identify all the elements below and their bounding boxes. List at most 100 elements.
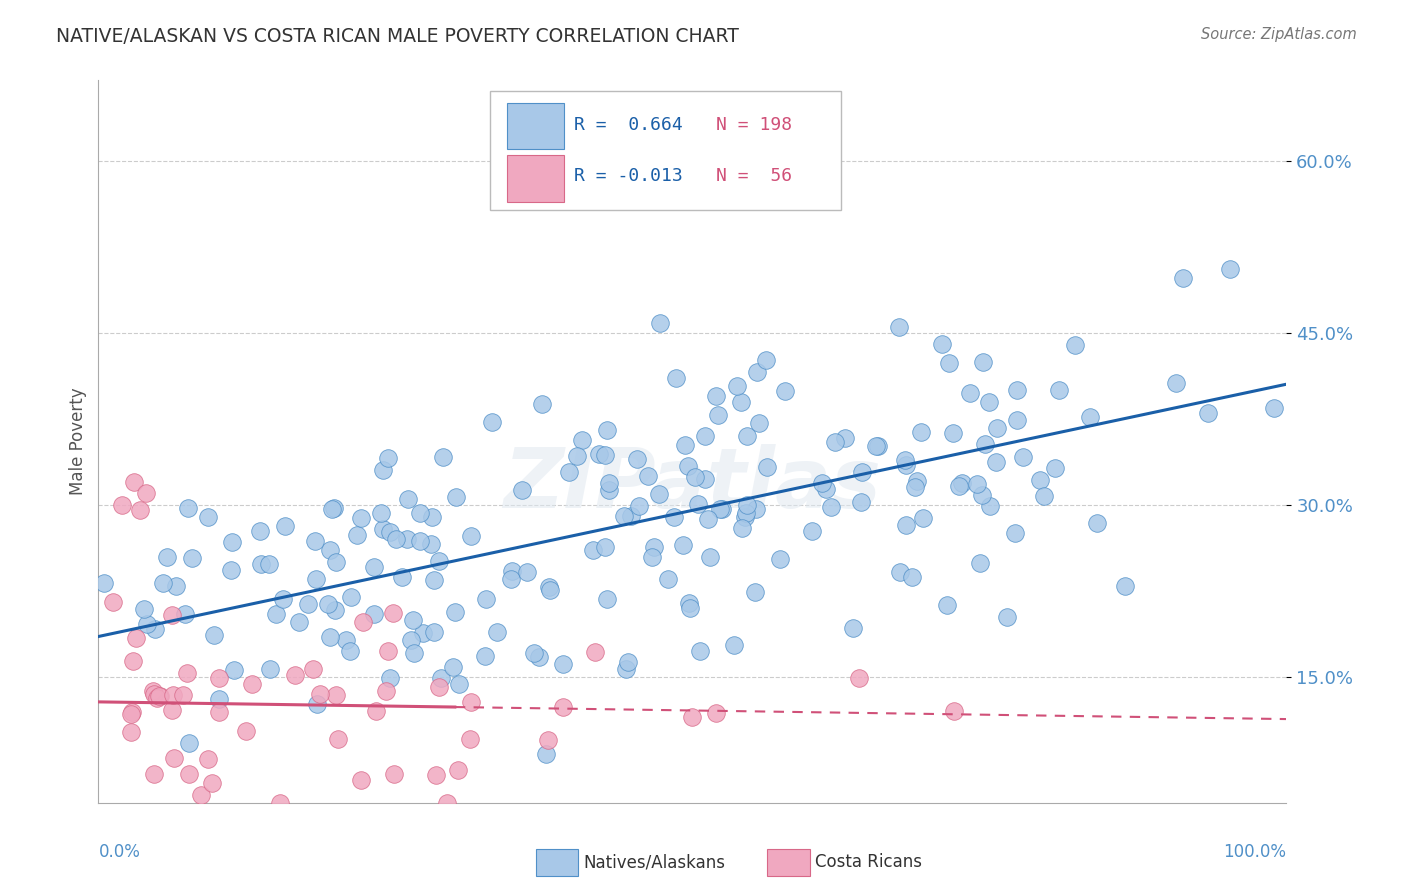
Point <box>834 431 856 445</box>
Point <box>755 460 778 475</box>
Point <box>412 626 434 640</box>
Point <box>523 646 546 660</box>
FancyBboxPatch shape <box>508 103 564 149</box>
Point <box>364 704 387 718</box>
Point <box>325 555 347 569</box>
Point <box>973 437 995 451</box>
Point <box>910 425 932 439</box>
Point <box>447 763 470 777</box>
Point <box>319 542 342 557</box>
Point <box>558 466 581 480</box>
Point <box>811 475 834 490</box>
Text: 0.0%: 0.0% <box>98 843 141 861</box>
Point <box>142 683 165 698</box>
Point <box>402 646 425 660</box>
Point <box>693 429 716 443</box>
Point <box>1047 383 1070 397</box>
Point <box>142 766 165 780</box>
Point <box>1164 376 1187 390</box>
Point <box>132 601 155 615</box>
Point <box>801 524 824 538</box>
Point <box>152 575 174 590</box>
Point <box>120 725 142 739</box>
Point <box>420 510 443 524</box>
FancyBboxPatch shape <box>508 155 564 202</box>
Point <box>959 385 981 400</box>
Point <box>143 622 166 636</box>
Point <box>613 509 636 524</box>
Point <box>942 425 965 440</box>
Point <box>745 365 768 379</box>
Point <box>382 766 405 780</box>
Point <box>769 551 792 566</box>
Point <box>894 518 917 533</box>
Point <box>676 458 699 473</box>
Point <box>373 462 395 476</box>
Point <box>593 540 616 554</box>
Point <box>460 695 482 709</box>
Point <box>135 486 157 500</box>
Point <box>120 706 142 721</box>
Point <box>678 597 700 611</box>
Point <box>208 671 231 685</box>
Point <box>197 752 219 766</box>
Point <box>744 584 766 599</box>
Point <box>370 506 392 520</box>
Point <box>380 671 402 685</box>
Point <box>287 615 309 630</box>
Point <box>582 543 605 558</box>
Point <box>851 465 873 479</box>
Point <box>1114 579 1136 593</box>
Point <box>849 495 872 509</box>
Point <box>734 509 756 524</box>
Point <box>177 501 200 516</box>
Point <box>735 498 758 512</box>
Point <box>382 606 405 620</box>
Point <box>156 549 179 564</box>
Text: Costa Ricans: Costa Ricans <box>815 853 922 871</box>
Point <box>240 676 263 690</box>
Point <box>707 409 730 423</box>
Point <box>318 630 340 644</box>
Point <box>121 706 143 720</box>
Point <box>734 506 756 520</box>
Point <box>571 433 593 447</box>
Point <box>322 500 344 515</box>
Point <box>224 663 246 677</box>
Point <box>176 666 198 681</box>
Point <box>527 649 550 664</box>
Point <box>485 625 508 640</box>
Point <box>235 724 257 739</box>
Point <box>755 352 778 367</box>
Point <box>619 509 641 524</box>
Point <box>725 379 748 393</box>
Point <box>970 488 993 502</box>
Point <box>673 438 696 452</box>
Point <box>1085 516 1108 530</box>
Point <box>516 566 538 580</box>
Point <box>1064 337 1087 351</box>
Point <box>730 521 752 535</box>
Point <box>378 525 401 540</box>
Point <box>309 687 332 701</box>
Point <box>172 688 194 702</box>
Point <box>181 550 204 565</box>
Point <box>966 477 988 491</box>
Point <box>221 534 243 549</box>
Point <box>432 450 454 465</box>
Point <box>346 528 368 542</box>
Point <box>259 662 281 676</box>
Point <box>499 572 522 586</box>
Point <box>474 591 496 606</box>
Text: Source: ZipAtlas.com: Source: ZipAtlas.com <box>1201 27 1357 42</box>
Point <box>162 688 184 702</box>
Point <box>352 615 374 629</box>
Point <box>868 439 890 453</box>
Point <box>617 656 640 670</box>
Text: NATIVE/ALASKAN VS COSTA RICAN MALE POVERTY CORRELATION CHART: NATIVE/ALASKAN VS COSTA RICAN MALE POVER… <box>56 27 740 45</box>
Point <box>321 501 343 516</box>
Point <box>565 450 588 464</box>
Point <box>425 768 447 782</box>
Point <box>986 421 1008 435</box>
Point <box>339 590 361 604</box>
